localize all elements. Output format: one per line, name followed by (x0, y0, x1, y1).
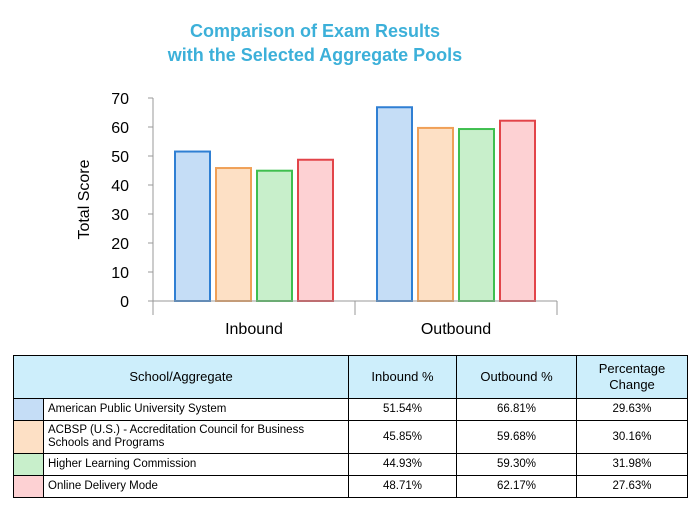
row-change: 27.63% (576, 475, 689, 498)
row-inbound: 44.93% (348, 453, 458, 476)
y-axis-label: Total Score (76, 159, 93, 239)
bar (174, 150, 211, 302)
swatch-fill (14, 399, 43, 420)
y-tick-label: 50 (111, 149, 129, 166)
table-row: Online Delivery Mode 48.71% 62.17% 27.63… (13, 475, 689, 498)
color-swatch (13, 453, 44, 476)
header-school-aggregate: School/Aggregate (12, 355, 350, 399)
swatch-fill (14, 421, 43, 453)
y-tick-label: 10 (111, 265, 129, 282)
y-tick-label: 60 (111, 120, 129, 137)
row-outbound: 62.17% (456, 475, 578, 498)
y-tick-label: 0 (120, 294, 129, 311)
bar (458, 128, 495, 302)
header-percentage-change: Percentage Change (576, 355, 689, 399)
chart-title-line-1: Comparison of Exam Results (189, 21, 441, 41)
y-tick-label: 30 (111, 207, 129, 224)
bar (499, 119, 536, 302)
header-outbound: Outbound % (456, 355, 578, 399)
row-name: Online Delivery Mode (42, 475, 350, 498)
color-swatch (13, 475, 44, 498)
row-change: 30.16% (576, 420, 689, 454)
chart-title-line-2: with the Selected Aggregate Pools (167, 45, 463, 65)
bar (215, 167, 252, 302)
swatch-fill (14, 454, 43, 475)
bar (297, 158, 334, 302)
row-outbound: 66.81% (456, 398, 578, 421)
row-change: 31.98% (576, 453, 689, 476)
table-row: Higher Learning Commission 44.93% 59.30%… (13, 453, 689, 476)
table-row: ACBSP (U.S.) - Accreditation Council for… (13, 420, 689, 454)
swatch-fill (14, 476, 43, 497)
bar (376, 106, 413, 302)
x-tick-label: Inbound (225, 321, 283, 338)
chart-title: Comparison of Exam Results with the Sele… (0, 19, 630, 67)
color-swatch (13, 420, 44, 454)
table-header-row: School/Aggregate Inbound % Outbound % Pe… (12, 355, 689, 399)
x-tick-label: Outbound (421, 321, 491, 338)
table-row: American Public University System 51.54%… (13, 398, 689, 421)
bar (256, 169, 293, 302)
header-inbound: Inbound % (348, 355, 458, 399)
row-inbound: 45.85% (348, 420, 458, 454)
results-table: School/Aggregate Inbound % Outbound % Pe… (12, 355, 689, 498)
y-tick-label: 40 (111, 178, 129, 195)
row-change: 29.63% (576, 398, 689, 421)
row-outbound: 59.68% (456, 420, 578, 454)
y-tick-label: 70 (111, 91, 129, 108)
row-inbound: 48.71% (348, 475, 458, 498)
y-tick-label: 20 (111, 236, 129, 253)
row-name: American Public University System (42, 398, 350, 421)
row-outbound: 59.30% (456, 453, 578, 476)
color-swatch (13, 398, 44, 421)
row-name: ACBSP (U.S.) - Accreditation Council for… (42, 420, 350, 454)
bar (417, 126, 454, 303)
row-name: Higher Learning Commission (42, 453, 350, 476)
bar-chart: 0 10 20 30 40 50 60 70 Total Score Inbound Outboun… (76, 91, 558, 338)
row-inbound: 51.54% (348, 398, 458, 421)
